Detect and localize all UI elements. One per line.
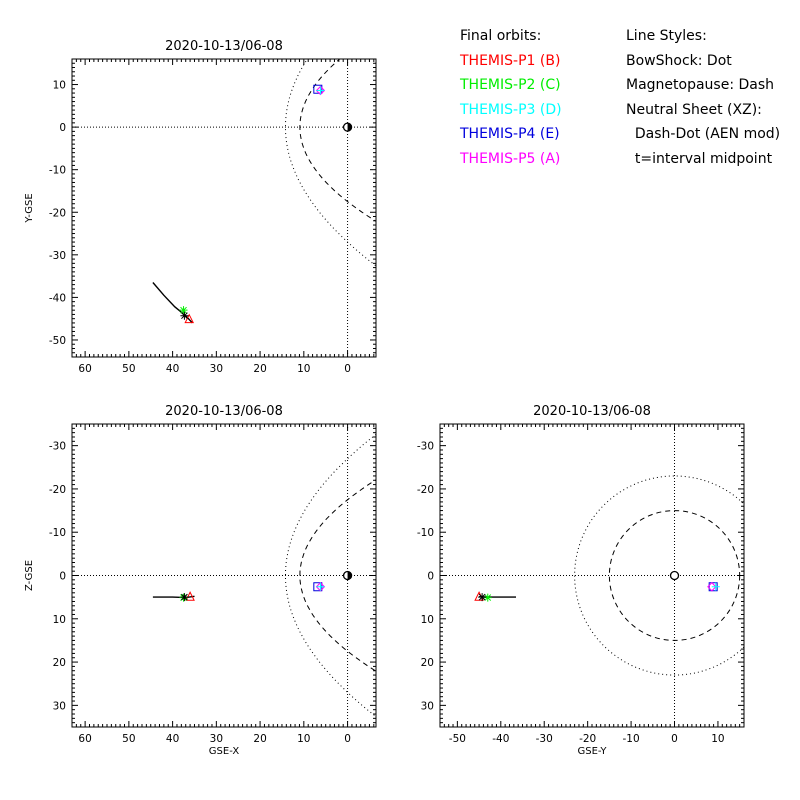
x-tick-label: -20 bbox=[579, 733, 596, 745]
y-tick-label: 20 bbox=[53, 657, 66, 669]
x-axis-label: GSE-X bbox=[209, 746, 240, 757]
marker-p4-diamond bbox=[707, 582, 717, 592]
x-tick-label: 30 bbox=[210, 733, 223, 745]
marker-p3-square bbox=[313, 84, 323, 94]
final-orbits-legend: Final orbits: THEMIS-P1 (B) THEMIS-P2 (C… bbox=[460, 24, 562, 171]
marker-p5-asterisk bbox=[180, 593, 189, 602]
plot-frame bbox=[71, 58, 377, 358]
y-tick-label: -10 bbox=[49, 165, 66, 177]
earth-night-side bbox=[347, 571, 352, 580]
legend-entry-p2: THEMIS-P2 (C) bbox=[460, 77, 561, 93]
x-tick-label: 10 bbox=[297, 363, 310, 375]
y-tick-label: -40 bbox=[49, 292, 66, 304]
line-style-neutral-sheet: Neutral Sheet (XZ): bbox=[626, 101, 762, 118]
x-tick-label: 0 bbox=[344, 363, 351, 375]
line-style-bowshock: BowShock: Dot bbox=[626, 52, 732, 69]
x-tick-label: -50 bbox=[449, 733, 466, 745]
y-tick-label: 0 bbox=[59, 571, 66, 583]
y-tick-label: -20 bbox=[49, 207, 66, 219]
x-tick-label: -30 bbox=[536, 733, 553, 745]
y-tick-label: -30 bbox=[417, 441, 434, 453]
legend-entry-p5: THEMIS-P5 (A) bbox=[460, 150, 561, 167]
marker-p3-plus bbox=[316, 582, 325, 591]
legend-entry-p4: THEMIS-P4 (E) bbox=[460, 126, 560, 142]
plot-title: 2020-10-13/06-08 bbox=[165, 404, 283, 419]
legend-entry-p1: THEMIS-P1 (B) bbox=[460, 52, 561, 69]
panel-1: 60 50 40 30 20 10 0 -50 -40 -30 -20 -10 0 10 2020-10-1… bbox=[24, 39, 377, 375]
x-tick-label: 20 bbox=[253, 733, 266, 745]
x-tick-label: 40 bbox=[166, 363, 179, 375]
final-orbits-title: Final orbits: bbox=[460, 28, 542, 44]
x-tick-label: 40 bbox=[166, 733, 179, 745]
x-tick-label: 20 bbox=[253, 363, 266, 375]
orbit-trajectory bbox=[152, 282, 193, 324]
y-tick-label: 10 bbox=[53, 614, 66, 626]
y-tick-label: 0 bbox=[427, 571, 434, 583]
y-tick-label: 0 bbox=[59, 122, 66, 134]
y-tick-label: 10 bbox=[53, 80, 66, 92]
y-axis-label: Y-GSE bbox=[24, 193, 35, 223]
x-tick-label: 10 bbox=[297, 733, 310, 745]
plot-area bbox=[72, 59, 376, 357]
plot-area bbox=[440, 424, 744, 727]
x-tick-label: 0 bbox=[671, 733, 678, 745]
earth-night-side bbox=[347, 123, 352, 132]
panel-2: 60 50 40 30 20 10 0 -30 -20 -10 0 10 20 30 2020-10-13/… bbox=[24, 404, 377, 757]
y-tick-label: 20 bbox=[421, 657, 434, 669]
line-styles-legend: Line Styles: BowShock: Dot Magnetopause:… bbox=[626, 24, 780, 171]
x-tick-label: 60 bbox=[78, 733, 91, 745]
y-tick-label: -30 bbox=[49, 250, 66, 262]
marker-p3-plus bbox=[316, 86, 325, 95]
y-tick-label: 30 bbox=[53, 700, 66, 712]
orbit-trajectory bbox=[152, 595, 195, 599]
magnetopause-curve bbox=[299, 59, 376, 222]
marker-p2-asterisk bbox=[483, 593, 492, 602]
marker-p3-plus bbox=[711, 582, 720, 591]
y-tick-label: -10 bbox=[417, 527, 434, 539]
marker-p1-triangle bbox=[185, 591, 195, 601]
marker-p2-asterisk bbox=[179, 306, 188, 315]
y-tick-label: -10 bbox=[49, 527, 66, 539]
y-tick-label: -50 bbox=[49, 335, 66, 347]
line-style-magnetopause: Magnetopause: Dash bbox=[626, 77, 775, 93]
panel-3: -50 -40 -30 -20 -10 0 10 -30 -20 -10 0 10 20 30 2020-1… bbox=[417, 404, 745, 757]
line-style-midpoint: t=interval midpoint bbox=[626, 150, 773, 167]
plot-title: 2020-10-13/06-08 bbox=[533, 404, 651, 419]
y-tick-label: -20 bbox=[417, 484, 434, 496]
x-tick-label: 50 bbox=[122, 733, 135, 745]
y-axis-label: Z-GSE bbox=[24, 560, 35, 591]
y-tick-label: 30 bbox=[421, 700, 434, 712]
earth-symbol bbox=[669, 570, 680, 581]
marker-p5-asterisk bbox=[180, 311, 189, 320]
magnetopause-curve bbox=[299, 479, 376, 672]
y-tick-label: -20 bbox=[49, 484, 66, 496]
legend-entry-p3: THEMIS-P3 (D) bbox=[460, 101, 562, 118]
plot-area bbox=[72, 424, 376, 727]
x-tick-label: 30 bbox=[210, 363, 223, 375]
x-axis-label: GSE-Y bbox=[578, 746, 608, 757]
line-style-dash-dot: Dash-Dot (AEN mod) bbox=[626, 126, 781, 142]
x-tick-label: 10 bbox=[711, 733, 724, 745]
bowshock-circle bbox=[574, 475, 744, 676]
x-tick-label: -40 bbox=[492, 733, 509, 745]
x-tick-label: 0 bbox=[344, 733, 351, 745]
line-styles-title: Line Styles: bbox=[626, 28, 707, 44]
x-tick-label: -10 bbox=[623, 733, 640, 745]
y-tick-label: -30 bbox=[49, 441, 66, 453]
y-tick-label: 10 bbox=[421, 614, 434, 626]
marker-p5-asterisk bbox=[478, 593, 487, 602]
plot-title: 2020-10-13/06-08 bbox=[165, 39, 283, 54]
x-tick-label: 60 bbox=[78, 363, 91, 375]
x-tick-label: 50 bbox=[122, 363, 135, 375]
